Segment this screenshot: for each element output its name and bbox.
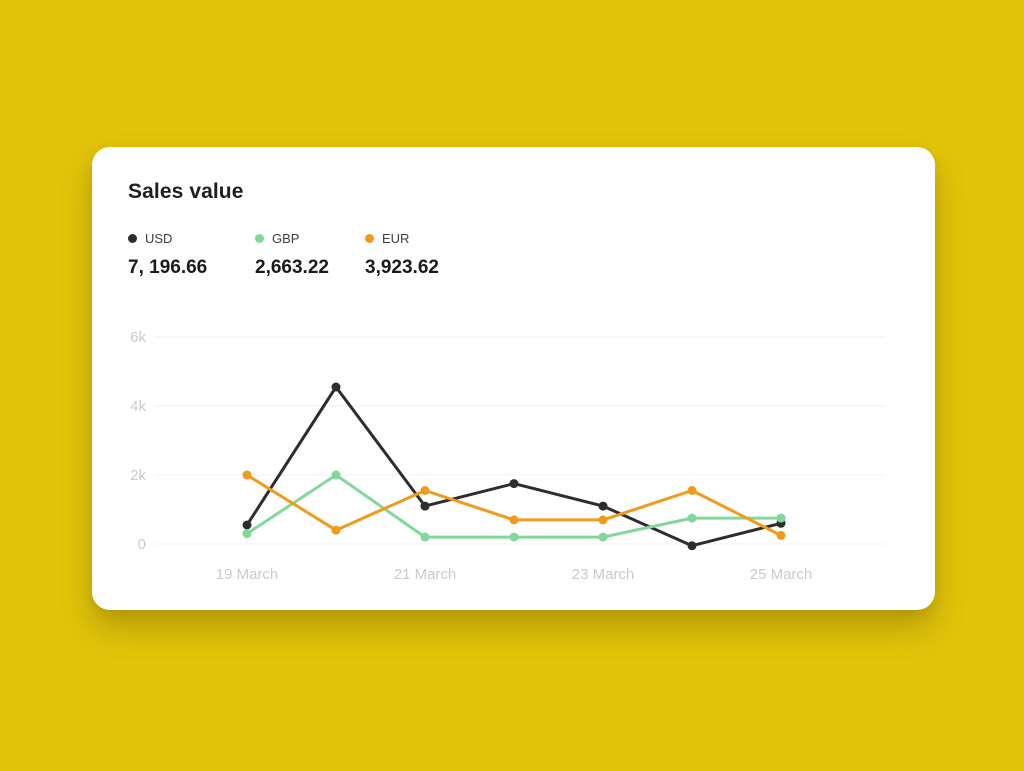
data-point-usd-21-march (420, 501, 430, 511)
data-point-gbp-25-march (776, 513, 786, 523)
legend-label-usd: USD (145, 231, 173, 246)
y-tick-label: 2k (130, 467, 146, 484)
legend-item-eur: EUR 3,923.62 (365, 231, 439, 279)
eur-total-value: 3,923.62 (365, 257, 439, 278)
usd-total-value: 7, 196.66 (128, 257, 208, 278)
gbp-total-value: 2,663.22 (255, 257, 329, 278)
data-point-usd-24-march (687, 541, 697, 551)
data-point-usd-23-march (598, 501, 608, 511)
legend-toggle-gbp[interactable]: GBP (255, 231, 365, 246)
data-point-gbp-22-march (509, 532, 519, 542)
data-point-eur-24-march (687, 486, 697, 495)
data-point-gbp-23-march (598, 532, 608, 542)
data-point-usd-20-march (331, 382, 341, 392)
data-point-usd-19-march (242, 520, 252, 530)
x-tick-label: 19 March (216, 566, 279, 583)
legend-item-usd: USD 7, 196.66 (128, 231, 255, 279)
x-tick-label: 25 March (750, 566, 813, 583)
data-point-gbp-24-march (687, 513, 697, 523)
data-point-eur-25-march (776, 530, 786, 540)
legend-toggle-eur[interactable]: EUR (365, 231, 439, 246)
data-point-eur-20-march (331, 525, 341, 535)
data-point-eur-23-march (598, 515, 608, 525)
x-tick-label: 23 March (572, 566, 635, 583)
legend-item-gbp: GBP 2,663.22 (255, 231, 365, 279)
legend-label-gbp: GBP (272, 231, 300, 246)
data-point-eur-21-march (420, 486, 430, 495)
y-tick-label: 6k (130, 329, 146, 346)
legend-toggle-usd[interactable]: USD (128, 231, 255, 246)
y-tick-label: 0 (138, 536, 146, 553)
data-point-eur-22-march (509, 515, 519, 525)
data-point-usd-22-march (509, 479, 519, 489)
sales-line-chart: 0 2k 4k 6k 19 March 21 March 23 March 25 March (130, 329, 885, 583)
data-point-gbp-20-march (331, 470, 341, 480)
legend-label-eur: EUR (382, 231, 410, 246)
data-point-eur-19-march (242, 470, 252, 480)
y-tick-label: 4k (130, 398, 146, 415)
gbp-series-dot-icon (255, 234, 264, 243)
sales-value-card: Sales value USD 7, 196.66 GBP 2,663.22 (92, 147, 935, 610)
data-point-gbp-21-march (420, 532, 430, 542)
legend: USD 7, 196.66 GBP 2,663.22 EUR 3,923.62 (128, 231, 439, 279)
eur-series-dot-icon (365, 234, 374, 243)
usd-series-dot-icon (128, 234, 137, 243)
x-tick-label: 21 March (394, 566, 457, 583)
data-point-gbp-19-march (242, 529, 252, 539)
card-title: Sales value (128, 180, 244, 203)
